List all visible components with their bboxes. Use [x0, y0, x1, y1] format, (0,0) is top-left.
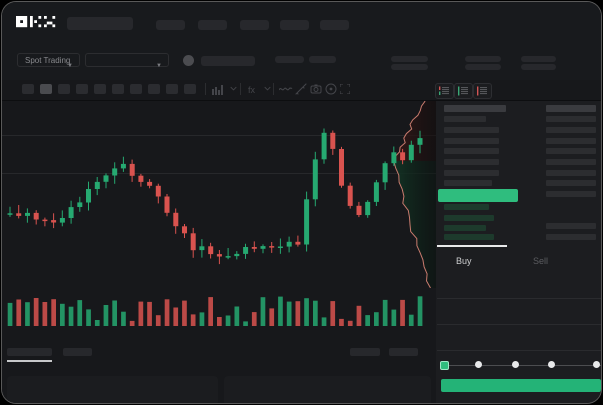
svg-text:fx: fx — [248, 85, 256, 95]
